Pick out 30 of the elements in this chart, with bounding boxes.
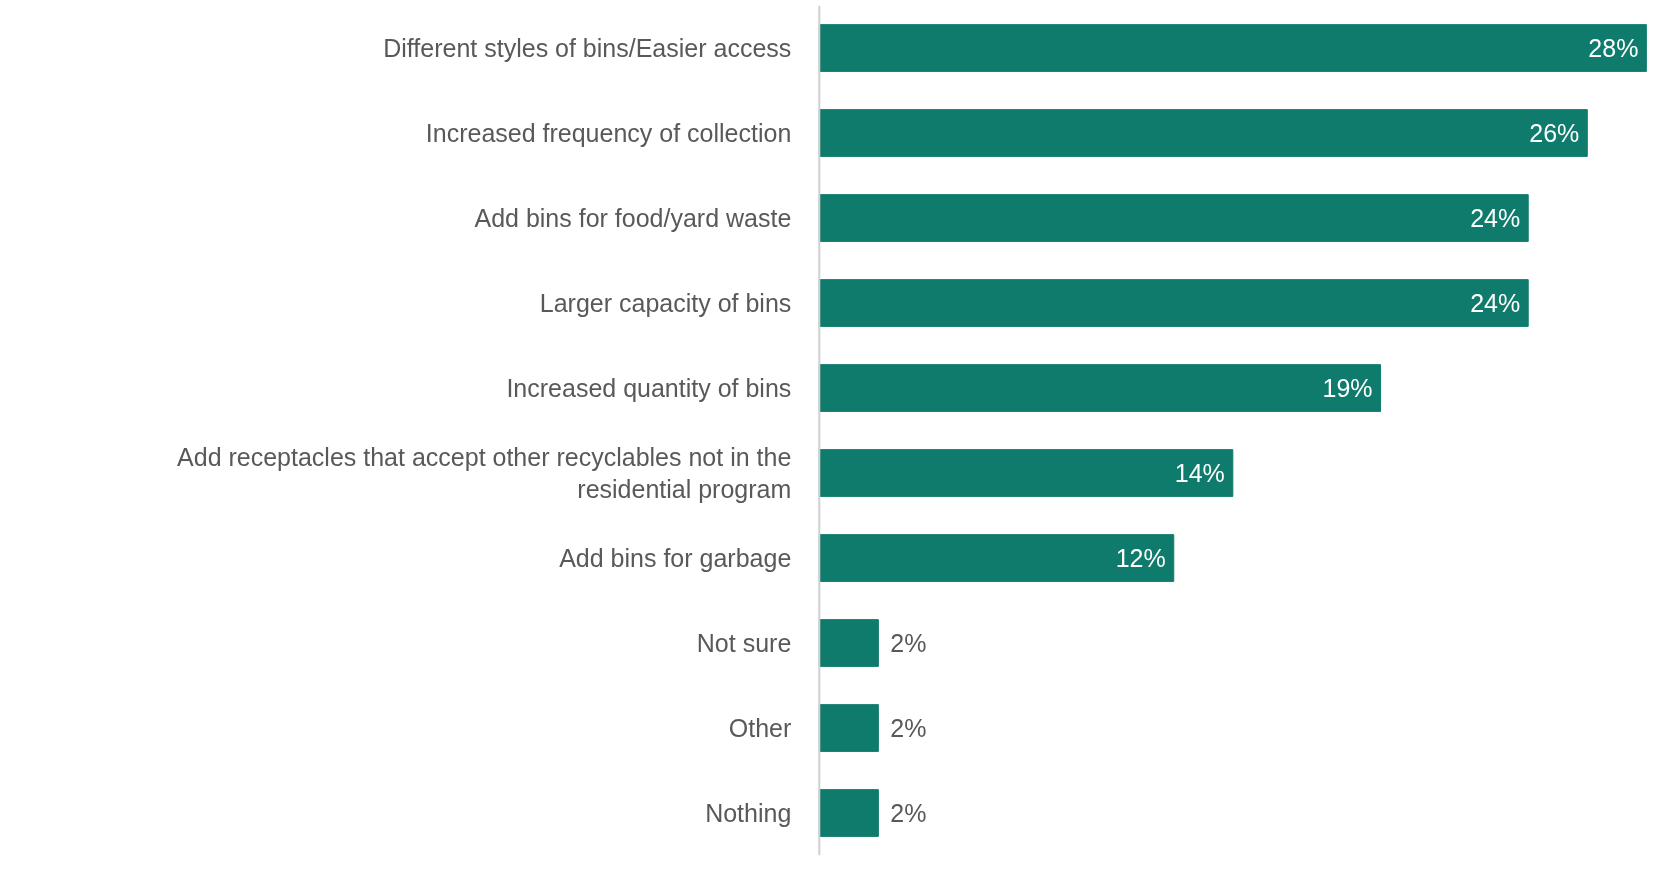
y-tick-label: Larger capacity of bins: [539, 289, 792, 317]
data-label: 14%: [1174, 459, 1225, 487]
y-tick-label: Increased quantity of bins: [506, 374, 792, 402]
y-tick-label: Different styles of bins/Easier access: [383, 34, 792, 62]
y-tick-label: Increased frequency of collection: [425, 119, 792, 147]
y-tick-label: Nothing: [705, 799, 792, 827]
bar: [818, 109, 1588, 157]
data-label: 28%: [1588, 34, 1639, 62]
bar: [818, 194, 1529, 242]
data-label: 19%: [1322, 374, 1373, 402]
bar: [818, 364, 1382, 412]
data-label: 26%: [1529, 119, 1580, 147]
y-tick-label: Add bins for food/yard waste: [474, 204, 792, 232]
bar: [818, 534, 1175, 582]
y-tick-label: Add bins for garbage: [559, 544, 792, 572]
bar: [818, 789, 879, 837]
y-tick-label: Add receptacles that accept other recyclables not in the residential program: [177, 442, 792, 504]
bar: [818, 279, 1529, 327]
bar: [818, 24, 1647, 72]
data-label: 2%: [890, 714, 927, 742]
data-label: 24%: [1470, 204, 1521, 232]
data-label: 2%: [890, 799, 927, 827]
bar: [818, 619, 879, 667]
bar: [818, 449, 1234, 497]
bar: [818, 704, 879, 752]
data-label: 2%: [890, 629, 927, 657]
y-tick-label: Not sure: [696, 629, 792, 657]
data-label: 24%: [1470, 289, 1521, 317]
data-label: 12%: [1115, 544, 1166, 572]
y-tick-label: Other: [728, 714, 792, 742]
